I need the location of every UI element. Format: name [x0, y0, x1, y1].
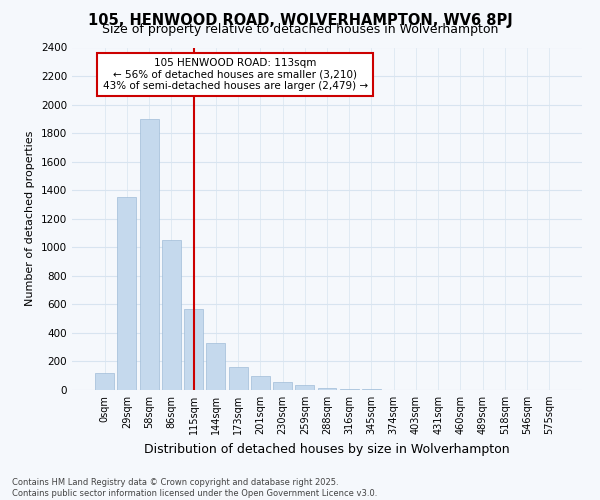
Text: Contains HM Land Registry data © Crown copyright and database right 2025.
Contai: Contains HM Land Registry data © Crown c… [12, 478, 377, 498]
X-axis label: Distribution of detached houses by size in Wolverhampton: Distribution of detached houses by size … [144, 442, 510, 456]
Bar [251, 376, 270, 390]
Bar [184, 308, 203, 390]
Bar [295, 385, 314, 390]
Bar [229, 367, 248, 390]
Text: 105, HENWOOD ROAD, WOLVERHAMPTON, WV6 8PJ: 105, HENWOOD ROAD, WOLVERHAMPTON, WV6 8P… [88, 12, 512, 28]
Bar [162, 240, 181, 390]
Bar [95, 373, 114, 390]
Bar [140, 119, 158, 390]
Y-axis label: Number of detached properties: Number of detached properties [25, 131, 35, 306]
Text: 105 HENWOOD ROAD: 113sqm
← 56% of detached houses are smaller (3,210)
43% of sem: 105 HENWOOD ROAD: 113sqm ← 56% of detach… [103, 58, 368, 91]
Bar [273, 382, 292, 390]
Text: Size of property relative to detached houses in Wolverhampton: Size of property relative to detached ho… [102, 22, 498, 36]
Bar [206, 343, 225, 390]
Bar [118, 198, 136, 390]
Bar [317, 388, 337, 390]
Bar [340, 388, 359, 390]
